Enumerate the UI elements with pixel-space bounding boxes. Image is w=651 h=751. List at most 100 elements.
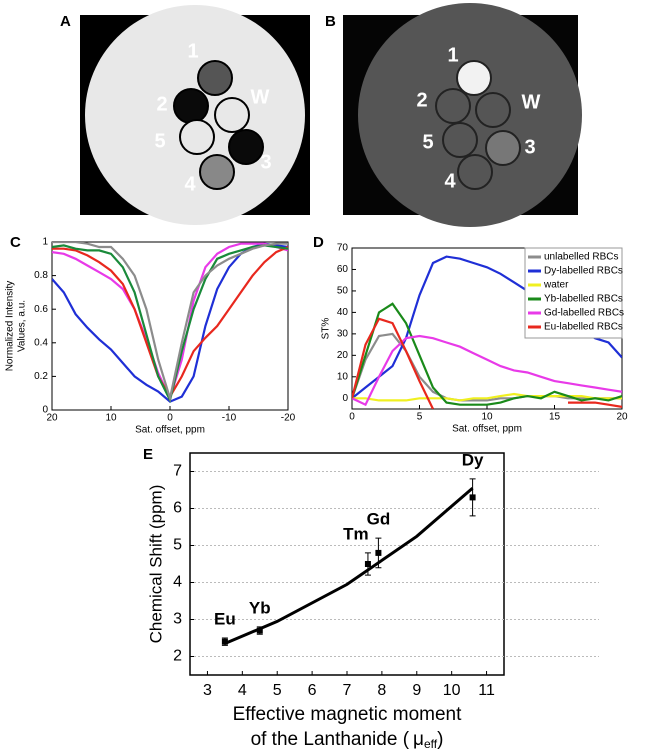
data-line (52, 245, 288, 400)
vial (215, 98, 249, 132)
phantom-b (358, 3, 582, 227)
legend-label: water (543, 280, 569, 291)
x-tick-label: 4 (238, 682, 247, 699)
vial (486, 131, 520, 165)
vial-label: 4 (444, 170, 456, 192)
x-tick-label: 10 (443, 682, 461, 699)
x-axis-label-part: ) (437, 729, 443, 750)
vial-label: 3 (260, 151, 271, 173)
y-tick-label: 0.2 (34, 371, 48, 382)
x-tick-label: 7 (343, 682, 352, 699)
vial-label: W (251, 86, 270, 108)
point-label: Eu (214, 609, 236, 628)
point-label: Yb (249, 598, 271, 617)
panel-label: E (143, 446, 153, 463)
y-tick-label: 7 (173, 463, 182, 480)
vial-label: 4 (184, 173, 196, 195)
legend-label: Dy-labelled RBCs (544, 266, 623, 277)
legend-label: Yb-labelled RBCs (544, 294, 623, 305)
y-tick-label: 0.6 (34, 304, 48, 315)
x-tick-label: 8 (377, 682, 386, 699)
vial-label: W (522, 91, 541, 113)
x-tick-label: 0 (349, 412, 355, 423)
point (470, 494, 476, 500)
fit-line (225, 488, 473, 643)
x-tick-label: 5 (273, 682, 282, 699)
y-tick-label: 60 (337, 264, 349, 275)
y-axis-label: Normalized Intensity (5, 281, 16, 372)
y-tick-label: 6 (173, 500, 182, 517)
x-tick-label: 0 (167, 413, 173, 424)
y-tick-label: 0.4 (34, 337, 48, 348)
panel-label: B (325, 13, 336, 30)
vial (198, 61, 232, 95)
y-axis-label: ST% (321, 318, 332, 340)
vial-label: 5 (422, 131, 433, 153)
x-tick-label: 6 (308, 682, 317, 699)
x-axis-label-part: of the Lanthanide ( (251, 729, 410, 750)
figure: 12W534A12W534BC00.20.40.60.8120100-10-20… (0, 0, 651, 751)
data-line (352, 336, 622, 405)
panel-label: C (10, 234, 21, 251)
x-tick-label: -20 (281, 413, 296, 424)
vial (458, 155, 492, 189)
plot-frame (52, 242, 288, 410)
y-tick-label: 20 (337, 350, 349, 361)
vial-label: 1 (187, 40, 198, 62)
point (365, 561, 371, 567)
y-tick-label: 3 (173, 611, 182, 628)
x-tick-label: -10 (222, 413, 237, 424)
y-tick-label: 50 (337, 286, 349, 297)
data-line (52, 244, 288, 402)
y-tick-label: 70 (337, 243, 349, 254)
x-tick-label: 20 (616, 412, 628, 423)
vial-label: 2 (156, 93, 167, 115)
point-label: Gd (367, 510, 391, 529)
vial (200, 155, 234, 189)
x-axis-label-part: μ (413, 729, 424, 750)
data-line (52, 244, 288, 399)
y-axis-label: Values, a.u. (17, 300, 28, 352)
x-tick-label: 3 (203, 682, 212, 699)
x-axis-label: Effective magnetic moment (233, 704, 463, 725)
y-tick-label: 40 (337, 307, 349, 318)
plot-frame (190, 453, 504, 675)
y-tick-label: 10 (337, 371, 349, 382)
legend-label: Eu-labelled RBCs (544, 322, 623, 333)
point-label: Dy (462, 450, 484, 469)
point (257, 628, 263, 634)
x-axis-label: Sat. offset, ppm (135, 425, 205, 436)
panel-label: D (313, 234, 324, 251)
vial (457, 61, 491, 95)
y-tick-label: 30 (337, 329, 349, 340)
y-tick-label: 2 (173, 648, 182, 665)
vial-label: 1 (447, 44, 458, 66)
x-tick-label: 15 (549, 412, 561, 423)
x-tick-label: 10 (105, 413, 117, 424)
vial (443, 123, 477, 157)
x-tick-label: 9 (412, 682, 421, 699)
vial-label: 5 (154, 130, 165, 152)
legend-label: Gd-labelled RBCs (544, 308, 624, 319)
x-tick-label: 5 (417, 412, 423, 423)
x-tick-label: 10 (481, 412, 493, 423)
vial (436, 89, 470, 123)
x-axis-label: Sat. offset, ppm (452, 424, 522, 435)
point (222, 639, 228, 645)
x-axis-label-part: eff (424, 737, 438, 751)
y-tick-label: 1 (42, 237, 48, 248)
y-tick-label: 0 (342, 393, 348, 404)
vial (180, 120, 214, 154)
y-tick-label: 4 (173, 574, 182, 591)
vial (476, 93, 510, 127)
vial (229, 130, 263, 164)
data-line (52, 247, 288, 397)
panel-label: A (60, 13, 71, 30)
x-tick-label: 11 (478, 682, 495, 699)
x-tick-label: 20 (46, 413, 58, 424)
legend-label: unlabelled RBCs (544, 252, 619, 263)
point (375, 550, 381, 556)
y-tick-label: 5 (173, 537, 182, 554)
vial-label: 2 (416, 89, 427, 111)
point-label: Tm (343, 524, 369, 543)
